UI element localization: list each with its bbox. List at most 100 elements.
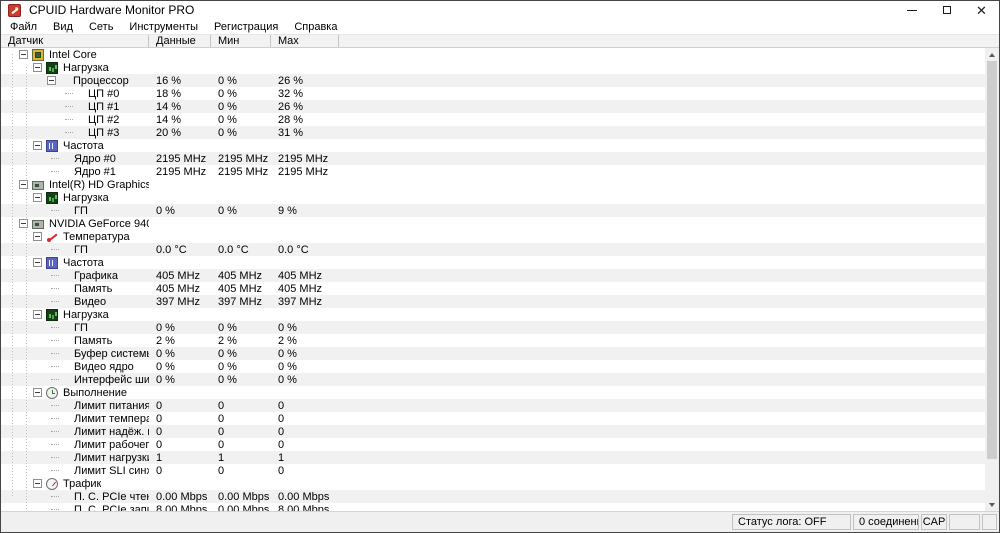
tree-row[interactable]: Температура (1, 230, 985, 243)
column-header-3[interactable]: Max (271, 35, 339, 47)
cell-min: 397 MHz (218, 295, 263, 308)
minimize-button[interactable] (894, 1, 929, 19)
tree-row[interactable]: Лимит нагрузки 1 1 1 (1, 451, 985, 464)
expand-toggle-icon[interactable] (33, 479, 42, 488)
tree-row[interactable]: Лимит надёж. н... 0 0 0 (1, 425, 985, 438)
cell-data: 397 MHz (156, 295, 201, 308)
tree-row[interactable]: Нагрузка (1, 61, 985, 74)
cell-min: 0 (218, 412, 225, 425)
sensor-name: Буфер системы (74, 347, 149, 360)
expand-toggle-icon[interactable] (33, 310, 42, 319)
menu-item-2[interactable]: Сеть (88, 20, 114, 33)
tree-row[interactable]: Частота (1, 256, 985, 269)
tree-row[interactable]: ГП 0 % 0 % 9 % (1, 204, 985, 217)
tree-row[interactable]: Ядро #1 2195 MHz 2195 MHz 2195 MHz (1, 165, 985, 178)
scroll-down-button[interactable] (985, 498, 999, 511)
tree-row[interactable]: Лимит темпера... 0 0 0 (1, 412, 985, 425)
cell-data: 0 % (156, 360, 175, 373)
sensor-name: Intel(R) HD Graphics 5500 (49, 178, 149, 191)
column-header-2[interactable]: Мин (211, 35, 271, 47)
cell-min: 0 % (218, 126, 237, 139)
sensor-name: Нагрузка (63, 191, 109, 204)
sensor-name: Выполнение (63, 386, 128, 399)
column-header-filler (339, 35, 999, 47)
cell-min: 0 % (218, 74, 237, 87)
expand-toggle-icon[interactable] (33, 193, 42, 202)
tree-row[interactable]: ЦП #2 14 % 0 % 28 % (1, 113, 985, 126)
sensor-name: Лимит питания (74, 399, 149, 412)
tree-row-label-cell: Видео ядро (1, 360, 149, 373)
menu-item-1[interactable]: Вид (53, 20, 73, 33)
cell-max: 397 MHz (278, 295, 323, 308)
cell-min: 405 MHz (218, 269, 263, 282)
tree-row[interactable]: Трафик (1, 477, 985, 490)
tree-connector (51, 340, 59, 341)
tree-row[interactable]: Intel Core (1, 48, 985, 61)
menu-item-5[interactable]: Справка (294, 20, 338, 33)
tree-indent: Графика (51, 269, 118, 282)
tree-connector (51, 457, 59, 458)
tree-row-label-cell: Лимит темпера... (1, 412, 149, 425)
scrollbar-thumb[interactable] (987, 61, 997, 459)
close-button[interactable]: ✕ (964, 1, 999, 19)
tree-row[interactable]: П. С. PCIe записи 8.00 Mbps 0.00 Mbps 8.00 … (1, 503, 985, 511)
tree-row[interactable]: ЦП #0 18 % 0 % 32 % (1, 87, 985, 100)
cell-max: 0 % (278, 321, 297, 334)
vertical-scrollbar[interactable] (985, 48, 999, 511)
tree-indent: Intel Core (19, 48, 97, 61)
tree-row[interactable]: Буфер системы 0 % 0 % 0 % (1, 347, 985, 360)
tree-row[interactable]: Ядро #0 2195 MHz 2195 MHz 2195 MHz (1, 152, 985, 165)
tree-row[interactable]: Нагрузка (1, 308, 985, 321)
sensor-name: Интерфейс ши... (74, 373, 149, 386)
sensor-name: П. С. PCIe чтения (74, 490, 149, 503)
expand-toggle-icon[interactable] (33, 388, 42, 397)
tree-row-label-cell: Память (1, 334, 149, 347)
tree-indent: Нагрузка (33, 308, 109, 321)
tree-row[interactable]: Лимит SLI синх... 0 0 0 (1, 464, 985, 477)
sensor-name: Частота (63, 256, 104, 269)
tree-row[interactable]: Память 2 % 2 % 2 % (1, 334, 985, 347)
expand-toggle-icon[interactable] (33, 232, 42, 241)
gpu-icon (32, 181, 44, 190)
tree-row[interactable]: Видео 397 MHz 397 MHz 397 MHz (1, 295, 985, 308)
expand-toggle-icon[interactable] (19, 50, 28, 59)
tree-row[interactable]: Видео ядро 0 % 0 % 0 % (1, 360, 985, 373)
cell-data: 2195 MHz (156, 165, 207, 178)
cell-min: 0 % (218, 113, 237, 126)
tree-row[interactable]: Интерфейс ши... 0 % 0 % 0 % (1, 373, 985, 386)
sensor-name: Процессор (73, 74, 129, 87)
cell-data: 0 (156, 399, 163, 412)
tree-row[interactable]: Нагрузка (1, 191, 985, 204)
tree-row-label-cell: Температура (1, 230, 149, 243)
tree-row[interactable]: ЦП #3 20 % 0 % 31 % (1, 126, 985, 139)
tree-row[interactable]: Частота (1, 139, 985, 152)
cell-max: 0 (278, 399, 285, 412)
menu-item-3[interactable]: Инструменты (129, 20, 199, 33)
tree-row[interactable]: Лимит питания 0 0 0 (1, 399, 985, 412)
expand-toggle-icon[interactable] (47, 76, 56, 85)
menu-item-4[interactable]: Регистрация (214, 20, 279, 33)
column-header-1[interactable]: Данные (149, 35, 211, 47)
expand-toggle-icon[interactable] (33, 258, 42, 267)
tree-row[interactable]: Intel(R) HD Graphics 5500 (1, 178, 985, 191)
tree-row[interactable]: Память 405 MHz 405 MHz 405 MHz (1, 282, 985, 295)
tree-row[interactable]: П. С. PCIe чтения 0.00 Mbps 0.00 Mbps 0.00 … (1, 490, 985, 503)
tree-row[interactable]: ЦП #1 14 % 0 % 26 % (1, 100, 985, 113)
sensor-name: ЦП #2 (88, 113, 120, 126)
tree-row[interactable]: Лимит рабочег... 0 0 0 (1, 438, 985, 451)
tree-row[interactable]: ГП 0 % 0 % 0 % (1, 321, 985, 334)
tree-row[interactable]: Процессор 16 % 0 % 26 % (1, 74, 985, 87)
tree-row[interactable]: Выполнение (1, 386, 985, 399)
scroll-up-button[interactable] (985, 48, 999, 61)
expand-toggle-icon[interactable] (33, 63, 42, 72)
tree-row[interactable]: Графика 405 MHz 405 MHz 405 MHz (1, 269, 985, 282)
expand-toggle-icon[interactable] (19, 219, 28, 228)
menu-item-0[interactable]: Файл (10, 20, 38, 33)
maximize-button[interactable] (929, 1, 964, 19)
tree-row[interactable]: ГП 0.0 °C 0.0 °C 0.0 °C (1, 243, 985, 256)
maximize-icon (942, 4, 956, 14)
expand-toggle-icon[interactable] (19, 180, 28, 189)
expand-toggle-icon[interactable] (33, 141, 42, 150)
column-header-0[interactable]: Датчик (1, 35, 149, 47)
tree-row[interactable]: NVIDIA GeForce 940M (1, 217, 985, 230)
